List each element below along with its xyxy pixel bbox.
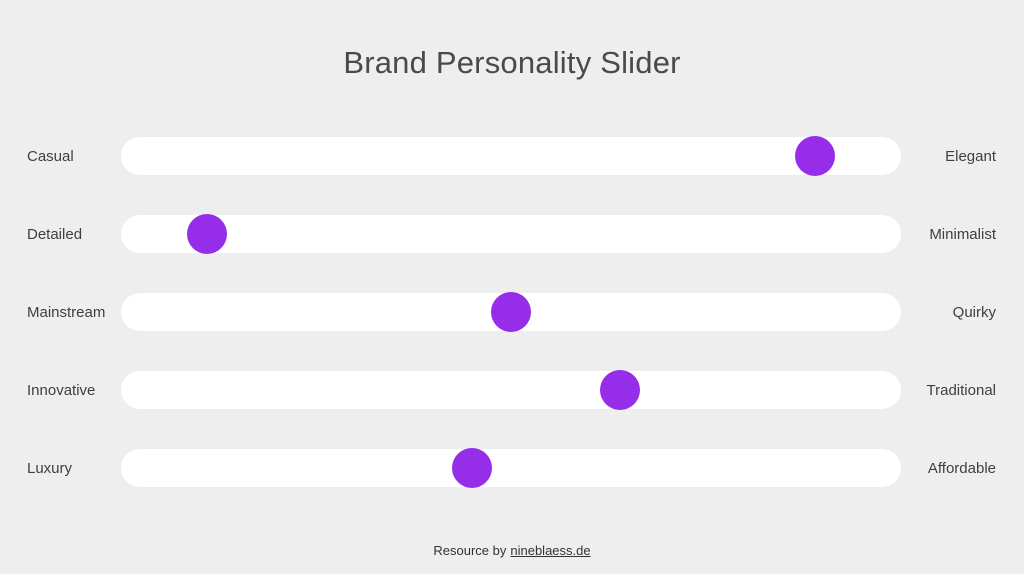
slider-handle[interactable]	[491, 292, 531, 332]
slider-track[interactable]	[121, 292, 901, 332]
footer-text: Resource by	[433, 543, 507, 558]
footer-link[interactable]: nineblaess.de	[510, 543, 591, 558]
footer-credit: Resource by nineblaess.de	[0, 543, 1024, 558]
slider-handle[interactable]	[452, 448, 492, 488]
slider-left-label: Casual	[27, 147, 74, 165]
slider-right-label: Elegant	[945, 147, 996, 165]
slider-row-innovative-traditional: Innovative Traditional	[0, 351, 1024, 429]
slider-right-label: Minimalist	[929, 225, 996, 243]
slider-right-label: Quirky	[952, 303, 996, 321]
slider-left-label: Luxury	[27, 459, 73, 477]
slider-left-label: Mainstream	[27, 303, 106, 321]
slider-row-mainstream-quirky: Mainstream Quirky	[0, 273, 1024, 351]
slider-track[interactable]	[121, 448, 901, 488]
slider-right-label: Traditional	[926, 381, 996, 399]
slider-left-label: Detailed	[27, 225, 83, 243]
slider-left-label: Innovative	[27, 381, 96, 399]
slider-handle[interactable]	[600, 370, 641, 410]
slider-track[interactable]	[121, 214, 901, 254]
page-title: Brand Personality Slider	[343, 45, 681, 80]
slider-track[interactable]	[121, 370, 901, 410]
slider-handle[interactable]	[795, 136, 836, 176]
slider-track[interactable]	[121, 136, 901, 176]
slider-row-casual-elegant: Casual Elegant	[0, 117, 1024, 195]
slider-right-label: Affordable	[927, 459, 996, 477]
slider-handle[interactable]	[186, 214, 227, 254]
slider-rows: Casual Elegant Detailed Minimalist Mains…	[0, 117, 1024, 507]
slider-row-luxury-affordable: Luxury Affordable	[0, 429, 1024, 507]
slider-row-detailed-minimalist: Detailed Minimalist	[0, 195, 1024, 273]
